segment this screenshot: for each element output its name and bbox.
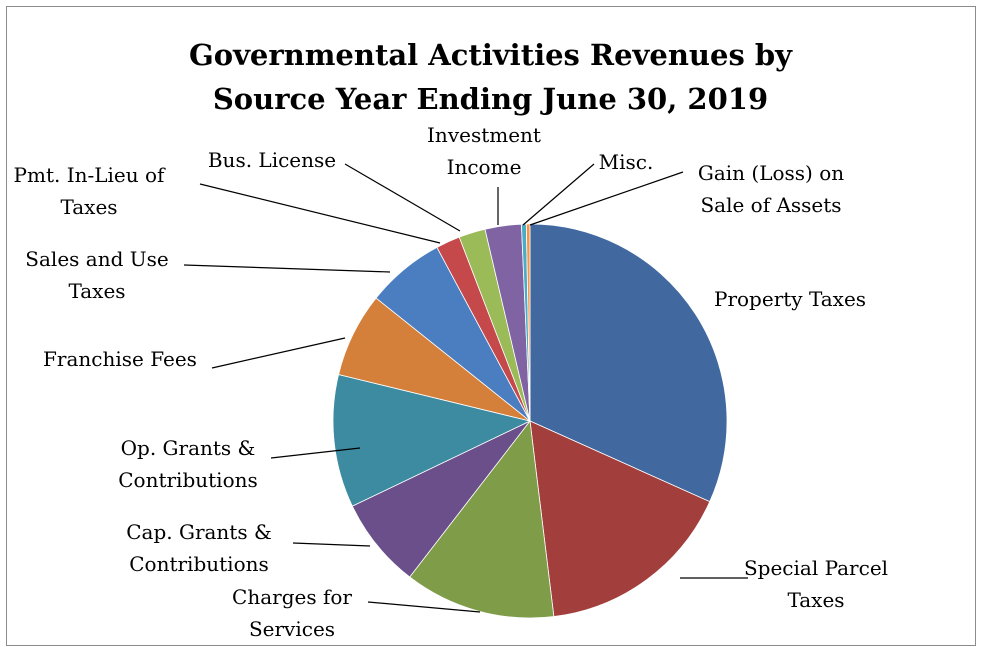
- data-label-bus-license: Bus. License: [208, 148, 336, 172]
- data-label-line: Misc.: [599, 150, 654, 174]
- data-label-line: Taxes: [60, 195, 117, 219]
- data-label-franchise-fees: Franchise Fees: [43, 347, 197, 371]
- chart-title-line-1: Governmental Activities Revenues by: [188, 38, 793, 72]
- data-label-line: Investment: [427, 123, 541, 147]
- data-label-gain-loss-on-sale-of-assets: Gain (Loss) on Sale of Assets: [698, 161, 844, 217]
- leader-line-cap-grants-contributions: [292, 542, 371, 547]
- data-label-property-taxes: Property Taxes: [714, 287, 866, 311]
- data-label-charges-for-services: Charges for Services: [232, 585, 352, 641]
- data-label-cap-grants-contributions: Cap. Grants & Contributions: [126, 520, 272, 576]
- data-label-line: Charges for: [232, 585, 352, 609]
- pie-slice-special-parcel-taxes: [529, 420, 711, 617]
- data-label-special-parcel-taxes: Special Parcel Taxes: [744, 556, 888, 612]
- chart-title-line-2: Source Year Ending June 30, 2019: [212, 82, 769, 116]
- leader-line-charges-for-services: [367, 601, 481, 613]
- leader-line-franchise-fees: [211, 337, 346, 369]
- data-label-line: Taxes: [787, 588, 844, 612]
- pie-slice-charges-for-services: [409, 419, 555, 619]
- data-label-investment-income: Investment Income: [427, 123, 541, 179]
- data-label-line: Special Parcel: [744, 556, 888, 580]
- leader-line-op-grants-contributions: [270, 447, 361, 459]
- data-label-line: Gain (Loss) on: [698, 161, 844, 185]
- data-label-misc: Misc.: [599, 150, 654, 174]
- data-label-line: Bus. License: [208, 148, 336, 172]
- leader-line-bus-license: [344, 163, 461, 232]
- leader-line-gain-loss-on-sale-of-assets: [529, 171, 684, 226]
- data-label-line: Sales and Use: [25, 247, 168, 271]
- data-label-line: Services: [249, 617, 335, 641]
- pie-slice-op-grants-contributions: [332, 374, 532, 507]
- leader-line-pmt-in-lieu-of-taxes: [199, 183, 441, 244]
- data-label-line: Contributions: [129, 552, 269, 576]
- data-label-op-grants-contributions: Op. Grants & Contributions: [118, 436, 258, 492]
- data-label-line: Property Taxes: [714, 287, 866, 311]
- data-label-line: Income: [447, 155, 522, 179]
- leader-line-misc: [522, 163, 595, 226]
- data-label-line: Franchise Fees: [43, 347, 197, 371]
- data-label-line: Contributions: [118, 468, 258, 492]
- leader-line-sales-and-use-taxes: [183, 264, 391, 273]
- pie-slice-gain-loss-on-sale-of-assets: [525, 223, 531, 422]
- data-label-line: Sale of Assets: [700, 193, 841, 217]
- data-label-sales-and-use-taxes: Sales and Use Taxes: [25, 247, 168, 303]
- pie-slices: [332, 223, 728, 619]
- data-label-line: Pmt. In-Lieu of: [14, 163, 167, 187]
- data-label-line: Op. Grants &: [121, 436, 256, 460]
- pie-slice-property-taxes: [529, 223, 728, 503]
- data-label-line: Cap. Grants &: [126, 520, 272, 544]
- data-label-line: Taxes: [68, 279, 125, 303]
- chart-title: Governmental Activities Revenues by Sour…: [0, 33, 981, 121]
- data-label-pmt-in-lieu-of-taxes: Pmt. In-Lieu of Taxes: [14, 163, 167, 219]
